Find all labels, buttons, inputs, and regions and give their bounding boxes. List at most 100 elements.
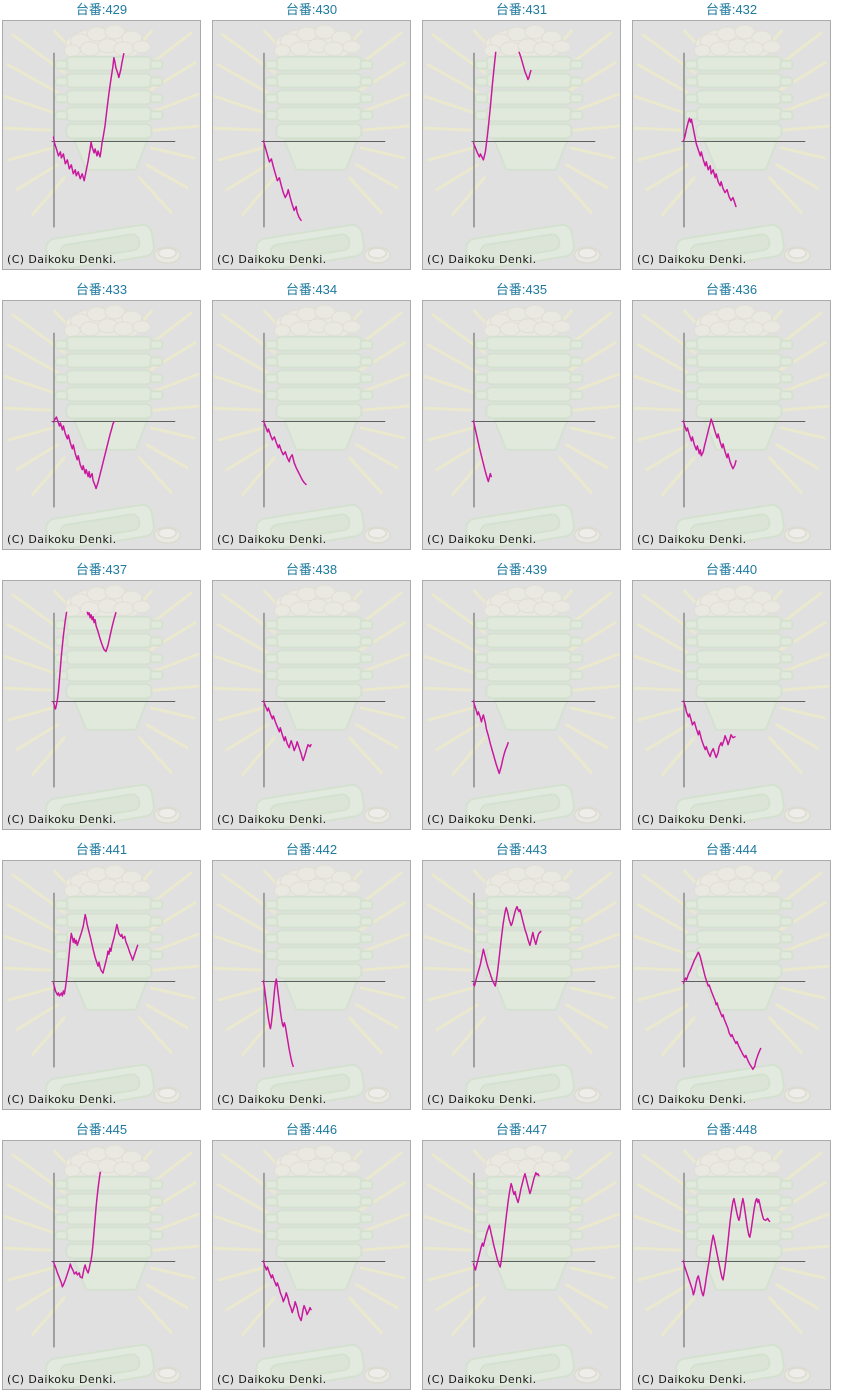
- machine-number-title[interactable]: 台番:440: [705, 562, 758, 577]
- slump-line: [52, 1171, 102, 1288]
- machine-number-title[interactable]: 台番:433: [75, 282, 128, 297]
- slump-graph: [423, 583, 620, 829]
- machine-chart-cell: 台番:443 (C) Daikoku Denki.: [422, 842, 621, 1110]
- slump-line: [262, 140, 302, 222]
- machine-chart-cell: 台番:430 (C) Daikoku Denki.: [212, 2, 411, 270]
- watermark-illustration: [423, 1143, 620, 1389]
- watermark-illustration: [633, 863, 830, 1109]
- copyright-label: (C) Daikoku Denki.: [217, 1093, 327, 1106]
- copyright-label: (C) Daikoku Denki.: [7, 813, 117, 826]
- machine-number-title[interactable]: 台番:446: [285, 1122, 338, 1137]
- slump-graph: [633, 583, 830, 829]
- watermark-illustration: [213, 1143, 410, 1389]
- machine-number-title[interactable]: 台番:442: [285, 842, 338, 857]
- slump-line: [682, 117, 737, 208]
- slump-graph: [213, 583, 410, 829]
- machine-number-title[interactable]: 台番:439: [495, 562, 548, 577]
- machine-number-title[interactable]: 台番:429: [75, 2, 128, 17]
- slump-graph: [3, 863, 200, 1109]
- slump-line: [262, 700, 312, 762]
- chart-panel: (C) Daikoku Denki.: [212, 860, 411, 1110]
- watermark-illustration: [3, 583, 200, 829]
- slump-graph: [423, 23, 620, 269]
- machine-number-title[interactable]: 台番:444: [705, 842, 758, 857]
- copyright-label: (C) Daikoku Denki.: [217, 253, 327, 266]
- chart-panel: (C) Daikoku Denki.: [422, 1140, 621, 1390]
- machine-chart-cell: 台番:436 (C) Daikoku Denki.: [632, 282, 831, 550]
- chart-panel: (C) Daikoku Denki.: [212, 20, 411, 270]
- machine-chart-cell: 台番:447 (C) Daikoku Denki.: [422, 1122, 621, 1390]
- machine-number-title[interactable]: 台番:436: [705, 282, 758, 297]
- chart-panel: (C) Daikoku Denki.: [632, 580, 831, 830]
- machine-chart-cell: 台番:437 (C) Daikoku Denki.: [2, 562, 201, 830]
- slump-line: [682, 418, 737, 470]
- chart-panel: (C) Daikoku Denki.: [212, 580, 411, 830]
- slump-line: [472, 905, 542, 987]
- slump-graph: [213, 23, 410, 269]
- chart-panel: (C) Daikoku Denki.: [632, 860, 831, 1110]
- machine-chart-cell: 台番:434 (C) Daikoku Denki.: [212, 282, 411, 550]
- machine-number-title[interactable]: 台番:434: [285, 282, 338, 297]
- machine-chart-cell: 台番:439 (C) Daikoku Denki.: [422, 562, 621, 830]
- slump-line: [472, 420, 493, 483]
- machine-number-title[interactable]: 台番:437: [75, 562, 128, 577]
- slump-graph: [633, 863, 830, 1109]
- machine-number-title[interactable]: 台番:438: [285, 562, 338, 577]
- copyright-label: (C) Daikoku Denki.: [637, 253, 747, 266]
- watermark-illustration: [3, 303, 200, 549]
- machine-number-title[interactable]: 台番:443: [495, 842, 548, 857]
- chart-panel: (C) Daikoku Denki.: [632, 300, 831, 550]
- slump-graph: [213, 863, 410, 1109]
- chart-panel: (C) Daikoku Denki.: [632, 20, 831, 270]
- slump-graph: [213, 303, 410, 549]
- machine-number-title[interactable]: 台番:430: [285, 2, 338, 17]
- machine-number-title[interactable]: 台番:435: [495, 282, 548, 297]
- copyright-label: (C) Daikoku Denki.: [427, 1373, 537, 1386]
- slump-graph: [3, 1143, 200, 1389]
- machine-number-title[interactable]: 台番:432: [705, 2, 758, 17]
- machine-number-title[interactable]: 台番:441: [75, 842, 128, 857]
- chart-panel: (C) Daikoku Denki.: [632, 1140, 831, 1390]
- watermark-illustration: [213, 583, 410, 829]
- machine-chart-cell: 台番:448 (C) Daikoku Denki.: [632, 1122, 831, 1390]
- watermark-illustration: [3, 1143, 200, 1389]
- slump-graph: [633, 1143, 830, 1389]
- slump-graph: [3, 583, 200, 829]
- chart-panel: (C) Daikoku Denki.: [422, 20, 621, 270]
- watermark-illustration: [423, 583, 620, 829]
- machine-number-title[interactable]: 台番:447: [495, 1122, 548, 1137]
- watermark-illustration: [3, 863, 200, 1109]
- machine-number-title[interactable]: 台番:445: [75, 1122, 128, 1137]
- copyright-label: (C) Daikoku Denki.: [637, 1373, 747, 1386]
- copyright-label: (C) Daikoku Denki.: [7, 253, 117, 266]
- machine-chart-cell: 台番:445 (C) Daikoku Denki.: [2, 1122, 201, 1390]
- slump-line: [682, 700, 736, 759]
- chart-panel: (C) Daikoku Denki.: [2, 300, 201, 550]
- copyright-label: (C) Daikoku Denki.: [427, 1093, 537, 1106]
- chart-panel: (C) Daikoku Denki.: [422, 580, 621, 830]
- machine-chart-cell: 台番:429 (C) Daikoku Denki.: [2, 2, 201, 270]
- copyright-label: (C) Daikoku Denki.: [217, 533, 327, 546]
- slump-graph: [423, 863, 620, 1109]
- slump-line: [52, 913, 139, 997]
- machine-chart-cell: 台番:446 (C) Daikoku Denki.: [212, 1122, 411, 1390]
- chart-panel: (C) Daikoku Denki.: [212, 1140, 411, 1390]
- machine-chart-cell: 台番:431 (C) Daikoku Denki.: [422, 2, 621, 270]
- machine-number-title[interactable]: 台番:431: [495, 2, 548, 17]
- watermark-illustration: [213, 863, 410, 1109]
- slump-graph: [3, 23, 200, 269]
- copyright-label: (C) Daikoku Denki.: [427, 253, 537, 266]
- slump-line: [472, 700, 509, 775]
- slump-line: [682, 1197, 771, 1297]
- machine-chart-cell: 台番:441 (C) Daikoku Denki.: [2, 842, 201, 1110]
- machine-chart-cell: 台番:435 (C) Daikoku Denki.: [422, 282, 621, 550]
- slump-line: [52, 52, 125, 182]
- copyright-label: (C) Daikoku Denki.: [427, 813, 537, 826]
- machine-number-title[interactable]: 台番:448: [705, 1122, 758, 1137]
- watermark-illustration: [633, 23, 830, 269]
- machine-chart-cell: 台番:440 (C) Daikoku Denki.: [632, 562, 831, 830]
- slump-line: [52, 611, 117, 710]
- chart-panel: (C) Daikoku Denki.: [2, 860, 201, 1110]
- chart-panel: (C) Daikoku Denki.: [2, 580, 201, 830]
